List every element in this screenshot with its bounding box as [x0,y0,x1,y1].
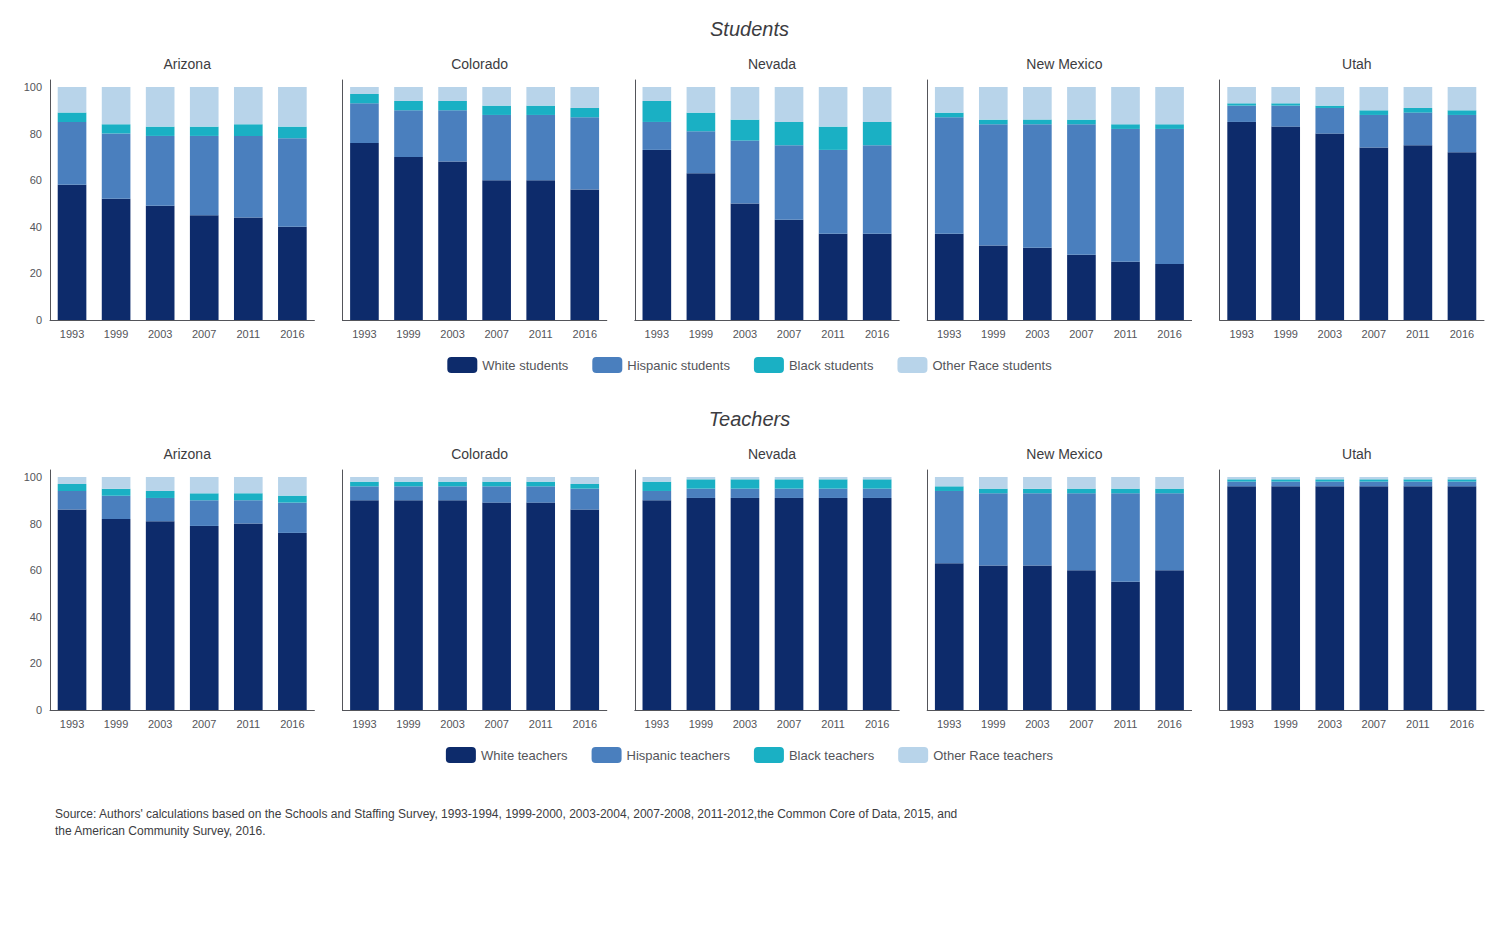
svg-text:2016: 2016 [1450,718,1474,730]
svg-text:2011: 2011 [236,328,260,340]
svg-text:Hispanic students: Hispanic students [627,358,730,373]
svg-text:80: 80 [30,518,42,530]
svg-text:2007: 2007 [484,718,508,730]
svg-text:Students: Students [710,18,789,40]
svg-text:2007: 2007 [777,328,801,340]
svg-text:2003: 2003 [440,718,464,730]
svg-text:Nevada: Nevada [748,446,796,462]
svg-text:White students: White students [482,358,568,373]
svg-text:1993: 1993 [937,718,961,730]
svg-text:2011: 2011 [1114,328,1138,340]
svg-text:2007: 2007 [1362,328,1386,340]
svg-text:2011: 2011 [1406,718,1430,730]
svg-text:2011: 2011 [1114,718,1138,730]
svg-text:1993: 1993 [645,328,669,340]
svg-text:Black teachers: Black teachers [789,748,875,763]
svg-text:2011: 2011 [236,718,260,730]
svg-text:Teachers: Teachers [709,408,791,430]
svg-text:2016: 2016 [1157,718,1181,730]
svg-text:1999: 1999 [981,718,1005,730]
svg-text:2011: 2011 [1406,328,1430,340]
svg-text:1993: 1993 [352,328,376,340]
svg-text:1993: 1993 [937,328,961,340]
svg-text:1993: 1993 [1229,718,1253,730]
svg-text:1993: 1993 [352,718,376,730]
svg-text:Arizona: Arizona [163,446,211,462]
svg-text:80: 80 [30,128,42,140]
svg-text:2003: 2003 [733,328,757,340]
svg-text:2007: 2007 [192,718,216,730]
svg-text:40: 40 [30,611,42,623]
svg-text:40: 40 [30,221,42,233]
svg-text:2007: 2007 [484,328,508,340]
svg-text:60: 60 [30,564,42,576]
svg-text:Utah: Utah [1342,56,1372,72]
svg-text:2016: 2016 [573,328,597,340]
svg-text:2007: 2007 [1362,718,1386,730]
svg-text:1993: 1993 [645,718,669,730]
svg-text:60: 60 [30,174,42,186]
svg-text:2003: 2003 [1025,718,1049,730]
svg-text:1999: 1999 [981,328,1005,340]
svg-text:2016: 2016 [573,718,597,730]
svg-text:New Mexico: New Mexico [1026,56,1102,72]
svg-text:1999: 1999 [396,718,420,730]
svg-text:20: 20 [30,657,42,669]
svg-text:2003: 2003 [1318,328,1342,340]
svg-text:2016: 2016 [865,328,889,340]
svg-text:New Mexico: New Mexico [1026,446,1102,462]
svg-text:1999: 1999 [396,328,420,340]
svg-text:Colorado: Colorado [451,446,508,462]
svg-text:1999: 1999 [689,328,713,340]
svg-text:2011: 2011 [821,718,845,730]
svg-text:2007: 2007 [192,328,216,340]
svg-text:1999: 1999 [1273,328,1297,340]
svg-text:2007: 2007 [1069,328,1093,340]
svg-text:1993: 1993 [60,718,84,730]
svg-text:1993: 1993 [1229,328,1253,340]
svg-text:2016: 2016 [1450,328,1474,340]
svg-text:Utah: Utah [1342,446,1372,462]
svg-text:20: 20 [30,267,42,279]
svg-text:2003: 2003 [148,718,172,730]
svg-text:Hispanic teachers: Hispanic teachers [627,748,731,763]
svg-text:2016: 2016 [1157,328,1181,340]
svg-text:2007: 2007 [777,718,801,730]
svg-text:2003: 2003 [1318,718,1342,730]
svg-text:White teachers: White teachers [481,748,568,763]
svg-text:1993: 1993 [60,328,84,340]
svg-text:2016: 2016 [280,718,304,730]
svg-text:2003: 2003 [440,328,464,340]
svg-text:2016: 2016 [865,718,889,730]
svg-text:2003: 2003 [733,718,757,730]
svg-text:100: 100 [24,81,42,93]
svg-text:Arizona: Arizona [163,56,211,72]
svg-text:2003: 2003 [1025,328,1049,340]
svg-text:100: 100 [24,471,42,483]
svg-text:2016: 2016 [280,328,304,340]
svg-text:0: 0 [36,704,42,716]
svg-text:2007: 2007 [1069,718,1093,730]
svg-text:0: 0 [36,314,42,326]
svg-text:1999: 1999 [104,718,128,730]
svg-text:Nevada: Nevada [748,56,796,72]
svg-text:Source: Authors' calculations: Source: Authors' calculations based on t… [55,807,957,821]
svg-text:2011: 2011 [529,328,553,340]
svg-text:1999: 1999 [689,718,713,730]
svg-text:Colorado: Colorado [451,56,508,72]
svg-text:1999: 1999 [104,328,128,340]
svg-text:2011: 2011 [821,328,845,340]
svg-text:2003: 2003 [148,328,172,340]
svg-text:1999: 1999 [1273,718,1297,730]
svg-text:the American Community Survey,: the American Community Survey, 2016. [55,824,266,838]
svg-text:Black students: Black students [789,358,874,373]
svg-text:2011: 2011 [529,718,553,730]
svg-text:Other Race students: Other Race students [932,358,1052,373]
svg-text:Other Race teachers: Other Race teachers [933,748,1053,763]
